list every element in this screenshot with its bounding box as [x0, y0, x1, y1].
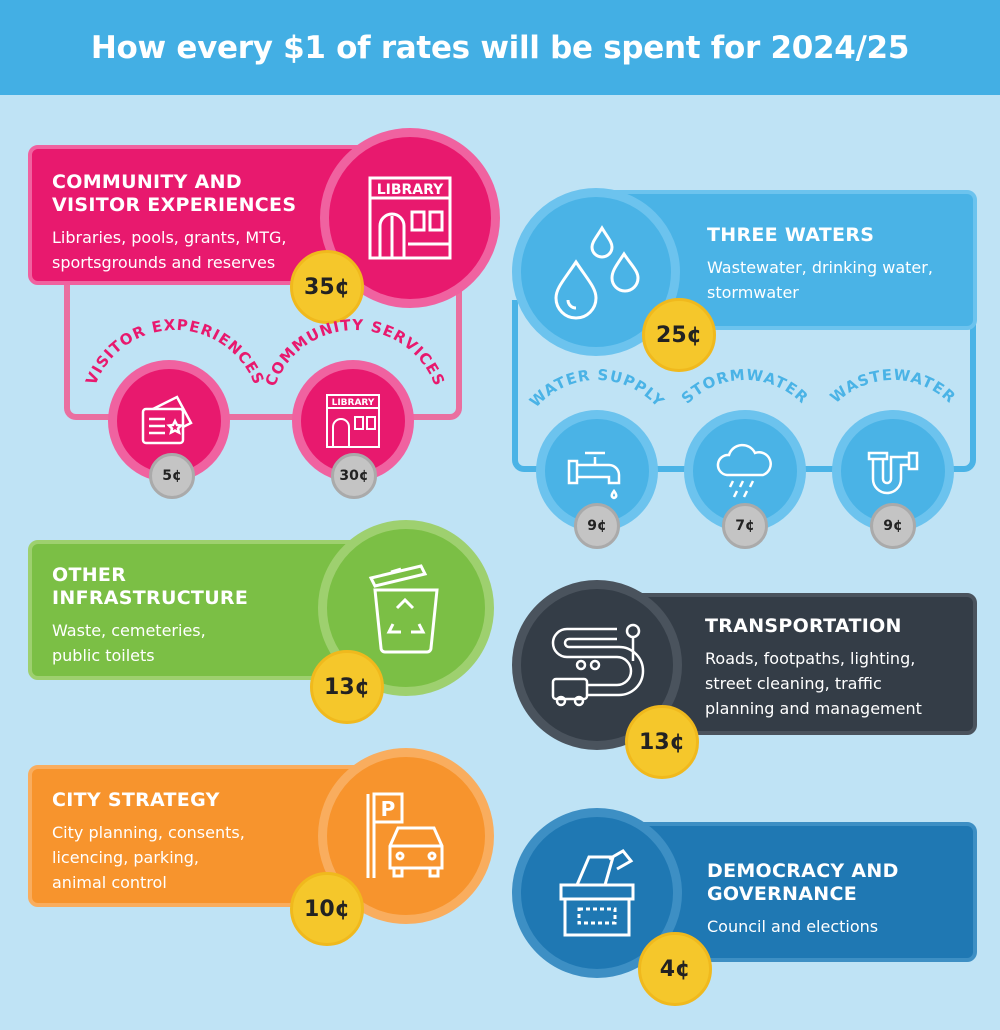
- ballot-box-icon: [559, 849, 635, 937]
- road-icon: [551, 623, 645, 707]
- community-amount-coin: 35¢: [290, 250, 364, 324]
- stormwater-arc-label: STORMWATER: [678, 366, 811, 408]
- infrastructure-desc: Waste, cemeteries, public toilets: [52, 621, 206, 665]
- library-icon: LIBRARY: [368, 176, 452, 260]
- strategy-title: CITY STRATEGY: [52, 789, 220, 811]
- wastewater-arc-label: WASTEWATER: [827, 366, 960, 407]
- recycle-bin-icon: [368, 564, 439, 654]
- rain-cloud-icon: [716, 443, 772, 498]
- strategy-amount-coin: 10¢: [290, 872, 364, 946]
- visitor-experiences-amount-coin: 5¢: [149, 453, 195, 499]
- waters-desc: Wastewater, drinking water, stormwater: [707, 258, 933, 302]
- svg-text:P: P: [381, 797, 396, 821]
- ticket-icon: [141, 395, 193, 445]
- transportation-desc: Roads, footpaths, lighting, street cleani…: [705, 649, 922, 718]
- tap-icon: [567, 451, 621, 500]
- page-title: How every $1 of rates will be spent for …: [90, 29, 910, 66]
- header-banner: How every $1 of rates will be spent for …: [0, 0, 1000, 95]
- visitor-experiences-circle: [108, 360, 230, 482]
- transportation-title: TRANSPORTATION: [705, 615, 902, 637]
- community-desc: Libraries, pools, grants, MTG, sportsgrou…: [52, 228, 287, 272]
- community-title: COMMUNITY AND VISITOR EXPERIENCES: [52, 171, 297, 216]
- democracy-amount-coin: 4¢: [638, 932, 712, 1006]
- democracy-title: DEMOCRACY AND GOVERNANCE: [707, 860, 899, 905]
- water-drops-icon: [554, 225, 640, 320]
- svg-text:WASTEWATER: WASTEWATER: [827, 366, 960, 407]
- waters-title: THREE WATERS: [707, 224, 875, 246]
- community-services-amount-coin: 30¢: [331, 453, 377, 499]
- library-small-icon: LIBRARY: [326, 394, 380, 448]
- infrastructure-title: OTHER INFRASTRUCTURE: [52, 564, 249, 609]
- wastewater-amount-coin: 9¢: [870, 503, 916, 549]
- transportation-amount-coin: 13¢: [625, 705, 699, 779]
- water-supply-amount-coin: 9¢: [574, 503, 620, 549]
- democracy-desc: Council and elections: [707, 917, 879, 936]
- water-supply-arc-label: WATER SUPPLY: [526, 366, 667, 411]
- community-connector: [64, 270, 462, 420]
- strategy-desc: City planning, consents, licencing, parki…: [52, 823, 245, 892]
- waters-amount-coin: 25¢: [642, 298, 716, 372]
- stormwater-amount-coin: 7¢: [722, 503, 768, 549]
- pipe-icon: [867, 451, 919, 495]
- svg-text:LIBRARY: LIBRARY: [377, 182, 444, 198]
- svg-text:LIBRARY: LIBRARY: [332, 398, 375, 408]
- infrastructure-amount-coin: 13¢: [310, 650, 384, 724]
- parking-car-icon: P: [366, 792, 444, 878]
